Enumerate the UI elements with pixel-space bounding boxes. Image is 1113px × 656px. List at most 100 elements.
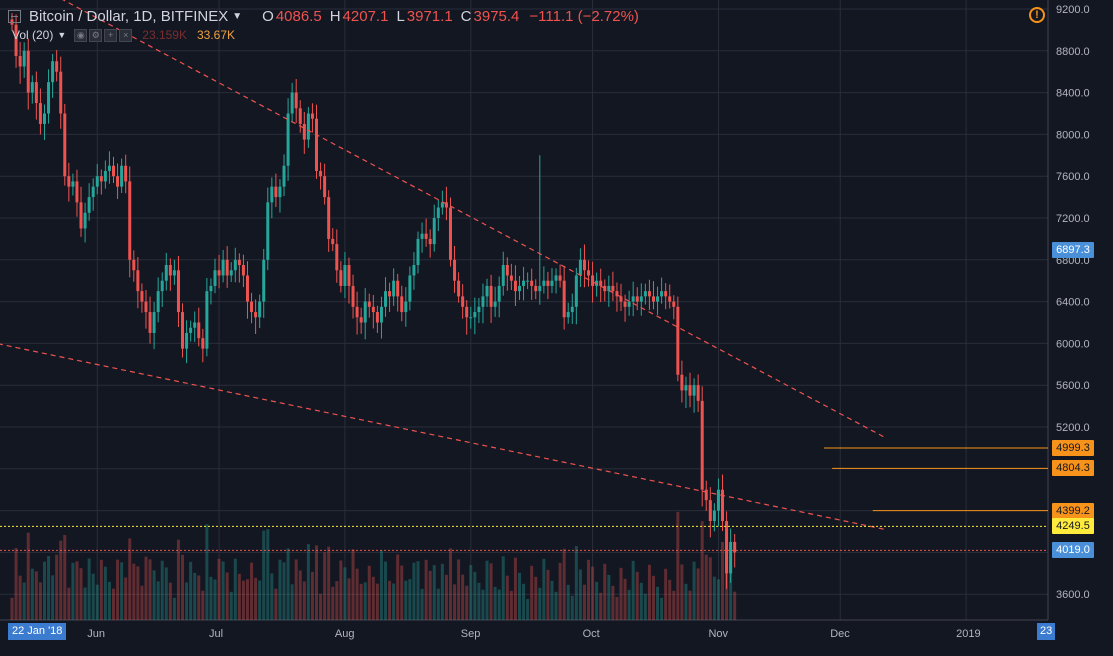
candle-body xyxy=(485,285,489,297)
candle-body xyxy=(107,165,111,171)
time-tick-label: Jun xyxy=(87,628,105,640)
candle-body xyxy=(672,301,676,307)
price-tick-label: 5600.0 xyxy=(1056,380,1090,392)
settings-icon[interactable]: ⚙ xyxy=(89,28,103,42)
volume-bar xyxy=(721,542,724,620)
volume-bar xyxy=(205,524,209,620)
price-tick-label: 5200.0 xyxy=(1056,422,1090,434)
volume-bar xyxy=(404,580,408,620)
volume-label[interactable]: Vol (20) xyxy=(12,28,54,42)
symbol-caret-icon[interactable]: ▼ xyxy=(232,10,243,22)
volume-bar xyxy=(664,568,668,620)
time-axis-right-label: 23 xyxy=(1037,623,1056,640)
time-tick-label: Dec xyxy=(830,628,850,640)
volume-bar xyxy=(599,592,603,620)
volume-bar xyxy=(704,554,708,620)
candle-body xyxy=(578,259,582,276)
volume-bar xyxy=(189,561,193,620)
price-tick-label: 6800.0 xyxy=(1056,255,1090,267)
volume-bar xyxy=(668,579,672,620)
candle-body xyxy=(339,270,343,286)
candle-body xyxy=(42,113,46,124)
candle-body xyxy=(444,202,448,208)
collapse-legend-icon[interactable] xyxy=(8,9,21,23)
candle-body xyxy=(181,312,185,349)
remove-icon[interactable]: × xyxy=(119,28,133,42)
candle-body xyxy=(704,489,708,501)
volume-bar xyxy=(71,562,75,620)
candle-body xyxy=(51,61,55,83)
candle-body xyxy=(688,385,692,396)
volume-bar xyxy=(67,587,71,620)
volume-bar xyxy=(371,576,375,620)
candle-body xyxy=(327,197,331,239)
candle-body xyxy=(554,275,558,281)
candle-body xyxy=(310,113,314,119)
volume-bar xyxy=(233,558,237,620)
volume-bar xyxy=(116,559,120,620)
add-icon[interactable]: + xyxy=(104,28,118,42)
volume-bar xyxy=(420,588,424,620)
alert-icon[interactable]: ! xyxy=(1029,7,1045,23)
volume-bar xyxy=(63,535,67,620)
volume-bar xyxy=(197,575,201,620)
candle-body xyxy=(656,296,660,302)
volume-bar xyxy=(128,538,132,620)
visibility-icon[interactable]: ◉ xyxy=(74,28,88,42)
candle-body xyxy=(611,285,615,292)
candle-body xyxy=(558,275,562,281)
candle-body xyxy=(144,301,148,313)
volume-bar xyxy=(631,560,635,620)
candle-body xyxy=(428,238,432,245)
candle-body xyxy=(587,270,591,276)
volume-bar xyxy=(237,573,241,620)
volume-bar xyxy=(335,581,339,620)
volume-bar xyxy=(595,581,599,620)
candle-body xyxy=(627,301,631,307)
candle-body xyxy=(140,291,144,302)
candle-body xyxy=(209,285,213,292)
price-tick-label: 9200.0 xyxy=(1056,4,1090,16)
candle-body xyxy=(542,280,546,286)
volume-bar xyxy=(201,590,205,620)
volume-bar xyxy=(266,529,270,620)
candle-body xyxy=(205,291,209,349)
volume-caret-icon[interactable]: ▼ xyxy=(57,30,67,40)
volume-bar xyxy=(185,582,189,620)
volume-bar xyxy=(229,591,233,620)
volume-bar xyxy=(136,566,140,620)
volume-bar xyxy=(428,570,432,620)
candle-body xyxy=(664,291,668,297)
candle-body xyxy=(676,306,680,375)
candle-body xyxy=(156,291,160,313)
volume-bar xyxy=(607,574,611,620)
volume-bar xyxy=(444,574,448,620)
candle-body xyxy=(473,312,477,318)
candle-body xyxy=(197,322,201,339)
price-tag: 4019.0 xyxy=(1052,542,1094,559)
price-tick-label: 6000.0 xyxy=(1056,338,1090,350)
candle-body xyxy=(566,312,570,318)
candle-body xyxy=(729,541,733,574)
candle-body xyxy=(331,238,335,245)
volume-bar xyxy=(538,587,542,620)
volume-bar xyxy=(83,587,87,620)
candle-body xyxy=(306,113,310,140)
volume-bar xyxy=(554,591,558,620)
volume-bar xyxy=(635,571,639,620)
volume-bar xyxy=(712,576,716,620)
volume-bar xyxy=(181,554,185,620)
volume-bar xyxy=(278,559,282,620)
candle-body xyxy=(116,176,120,187)
volume-bar xyxy=(164,567,168,620)
candle-body xyxy=(461,296,465,307)
volume-bar xyxy=(436,588,440,620)
symbol-title[interactable]: Bitcoin / Dollar, 1D, BITFINEX xyxy=(29,7,229,25)
volume-bar xyxy=(38,582,42,620)
candle-body xyxy=(436,207,440,218)
candle-body xyxy=(526,280,530,282)
volume-bar xyxy=(647,564,651,620)
candle-body xyxy=(420,233,424,239)
candle-body xyxy=(168,265,172,276)
